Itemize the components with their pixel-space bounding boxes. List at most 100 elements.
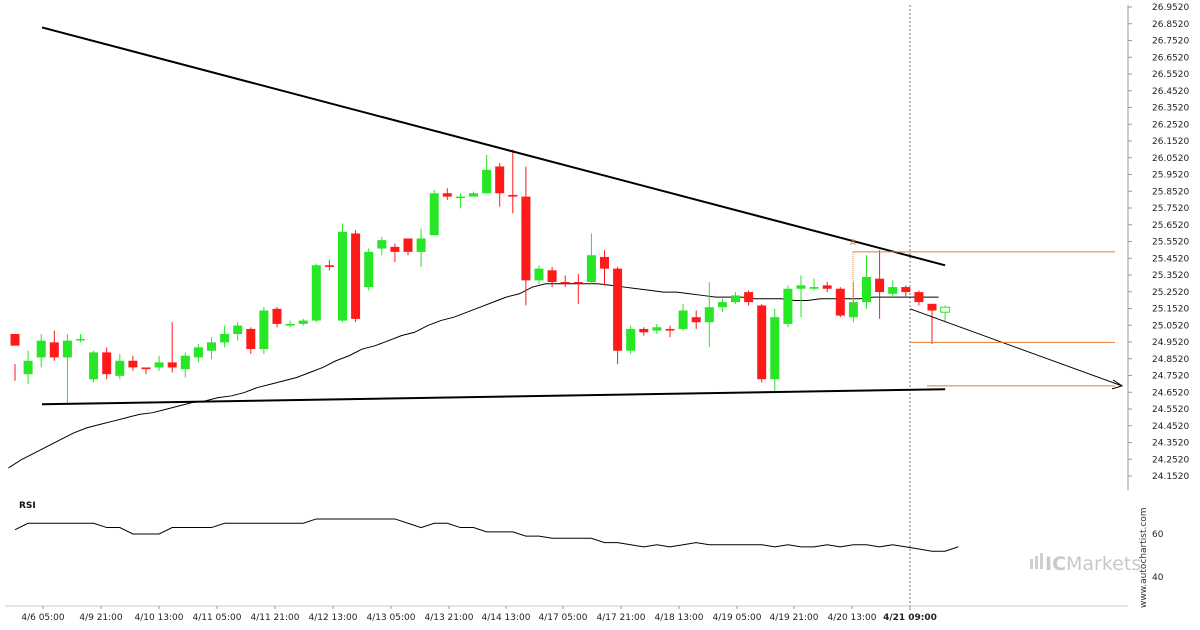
candle-body: [193, 347, 203, 358]
bullish-candle: [429, 189, 439, 236]
bearish-candle: [560, 275, 570, 288]
rsi-panel: RSI 60 40: [14, 501, 1164, 583]
price-tick-label: 24.3520: [1152, 439, 1189, 449]
bullish-candle: [311, 263, 321, 323]
price-tick-label: 26.2520: [1152, 120, 1189, 130]
price-tick-label: 25.2520: [1152, 288, 1189, 298]
bearish-candle: [914, 290, 924, 306]
candle-body: [600, 256, 609, 269]
price-tick-label: 25.9520: [1152, 171, 1189, 181]
candle-body: [822, 285, 832, 289]
bearish-candle: [875, 250, 885, 319]
candle-body: [639, 328, 649, 333]
candle-body: [652, 327, 662, 331]
bullish-candle: [534, 265, 544, 284]
time-tick-label: 4/19 05:00: [712, 613, 761, 623]
bearish-candle: [246, 327, 256, 355]
candle-body: [338, 231, 347, 321]
candle-body: [482, 169, 492, 194]
upper-trendline: [41, 26, 946, 267]
rsi-tick-label: 40: [1152, 573, 1164, 583]
price-tick-label: 24.1520: [1152, 472, 1189, 482]
price-tick-label: 25.6520: [1152, 221, 1189, 231]
bullish-candle: [731, 292, 740, 304]
candle-body: [36, 340, 46, 358]
candle-body: [154, 362, 164, 368]
bearish-candle: [10, 333, 20, 381]
bearish-candle: [390, 243, 400, 262]
bullish-candle: [586, 233, 596, 284]
bearish-candle: [822, 282, 832, 293]
candle-body: [442, 193, 452, 197]
bearish-candle: [521, 166, 531, 306]
candle-body: [757, 305, 767, 380]
bullish-candle: [940, 305, 951, 323]
candle-body: [691, 317, 701, 323]
candle-body: [416, 238, 426, 252]
price-tick-label: 26.3520: [1152, 104, 1189, 114]
bullish-candle: [154, 355, 164, 371]
candle-body: [862, 277, 871, 303]
bearish-candle: [324, 260, 334, 271]
bullish-candle: [89, 350, 99, 383]
bullish-candle: [207, 337, 216, 360]
candle-body: [731, 295, 740, 303]
bearish-candle: [901, 285, 911, 298]
icmarkets-logo-icon: [1030, 553, 1043, 569]
candle-body: [76, 338, 85, 341]
bullish-candle: [770, 308, 780, 393]
bullish-candle: [862, 255, 871, 309]
time-tick-label: 4/9 21:00: [79, 613, 123, 623]
price-tick-label: 26.4520: [1152, 87, 1189, 97]
rsi-label: RSI: [19, 501, 36, 511]
candle-body: [180, 355, 190, 370]
levels-layer: A: [850, 238, 1115, 387]
bullish-candle: [704, 282, 714, 348]
candle-body: [521, 196, 531, 281]
candle-body: [272, 308, 282, 324]
bullish-candle: [193, 344, 203, 363]
price-tick-label: 25.4520: [1152, 254, 1189, 264]
bearish-candle: [744, 290, 754, 306]
bearish-candle: [639, 327, 649, 336]
price-tick-label: 26.5520: [1152, 70, 1189, 80]
rsi-line: [14, 518, 959, 552]
price-tick-label: 26.8520: [1152, 20, 1189, 30]
candle-body: [560, 282, 570, 284]
forecast-arrow-head-icon: [1111, 379, 1124, 390]
candle-body: [626, 328, 636, 351]
candle-body: [167, 362, 177, 368]
bullish-candle: [298, 318, 308, 326]
bullish-candle: [76, 333, 85, 343]
bullish-candle: [455, 193, 465, 209]
annotation-label: A: [850, 238, 856, 247]
candle-body: [927, 303, 937, 311]
candle-body: [809, 287, 819, 289]
bullish-candle: [809, 278, 819, 291]
candle-body: [115, 360, 125, 376]
bearish-candle: [495, 163, 505, 207]
candle-body: [62, 340, 72, 358]
bearish-candle: [757, 303, 767, 383]
candle-body: [128, 360, 138, 368]
price-tick-label: 26.9520: [1152, 3, 1189, 13]
price-tick-label: 26.6520: [1152, 53, 1189, 63]
candle-body: [220, 333, 230, 343]
candle-body: [324, 265, 334, 267]
time-tick-label: 4/10 13:00: [134, 613, 183, 623]
bearish-candle: [573, 273, 583, 304]
candle-body: [783, 288, 793, 324]
candle-body: [835, 288, 845, 316]
time-tick-label: 4/11 21:00: [250, 613, 299, 623]
candle-body: [508, 194, 518, 197]
bullish-candle: [416, 228, 426, 267]
bullish-candle: [259, 307, 269, 355]
bearish-candle: [600, 250, 609, 286]
bearish-candle: [547, 266, 557, 288]
bearish-candle: [691, 310, 701, 329]
candle-body: [390, 246, 400, 252]
time-tick-label: 4/11 05:00: [192, 613, 241, 623]
bullish-candle: [717, 298, 727, 313]
